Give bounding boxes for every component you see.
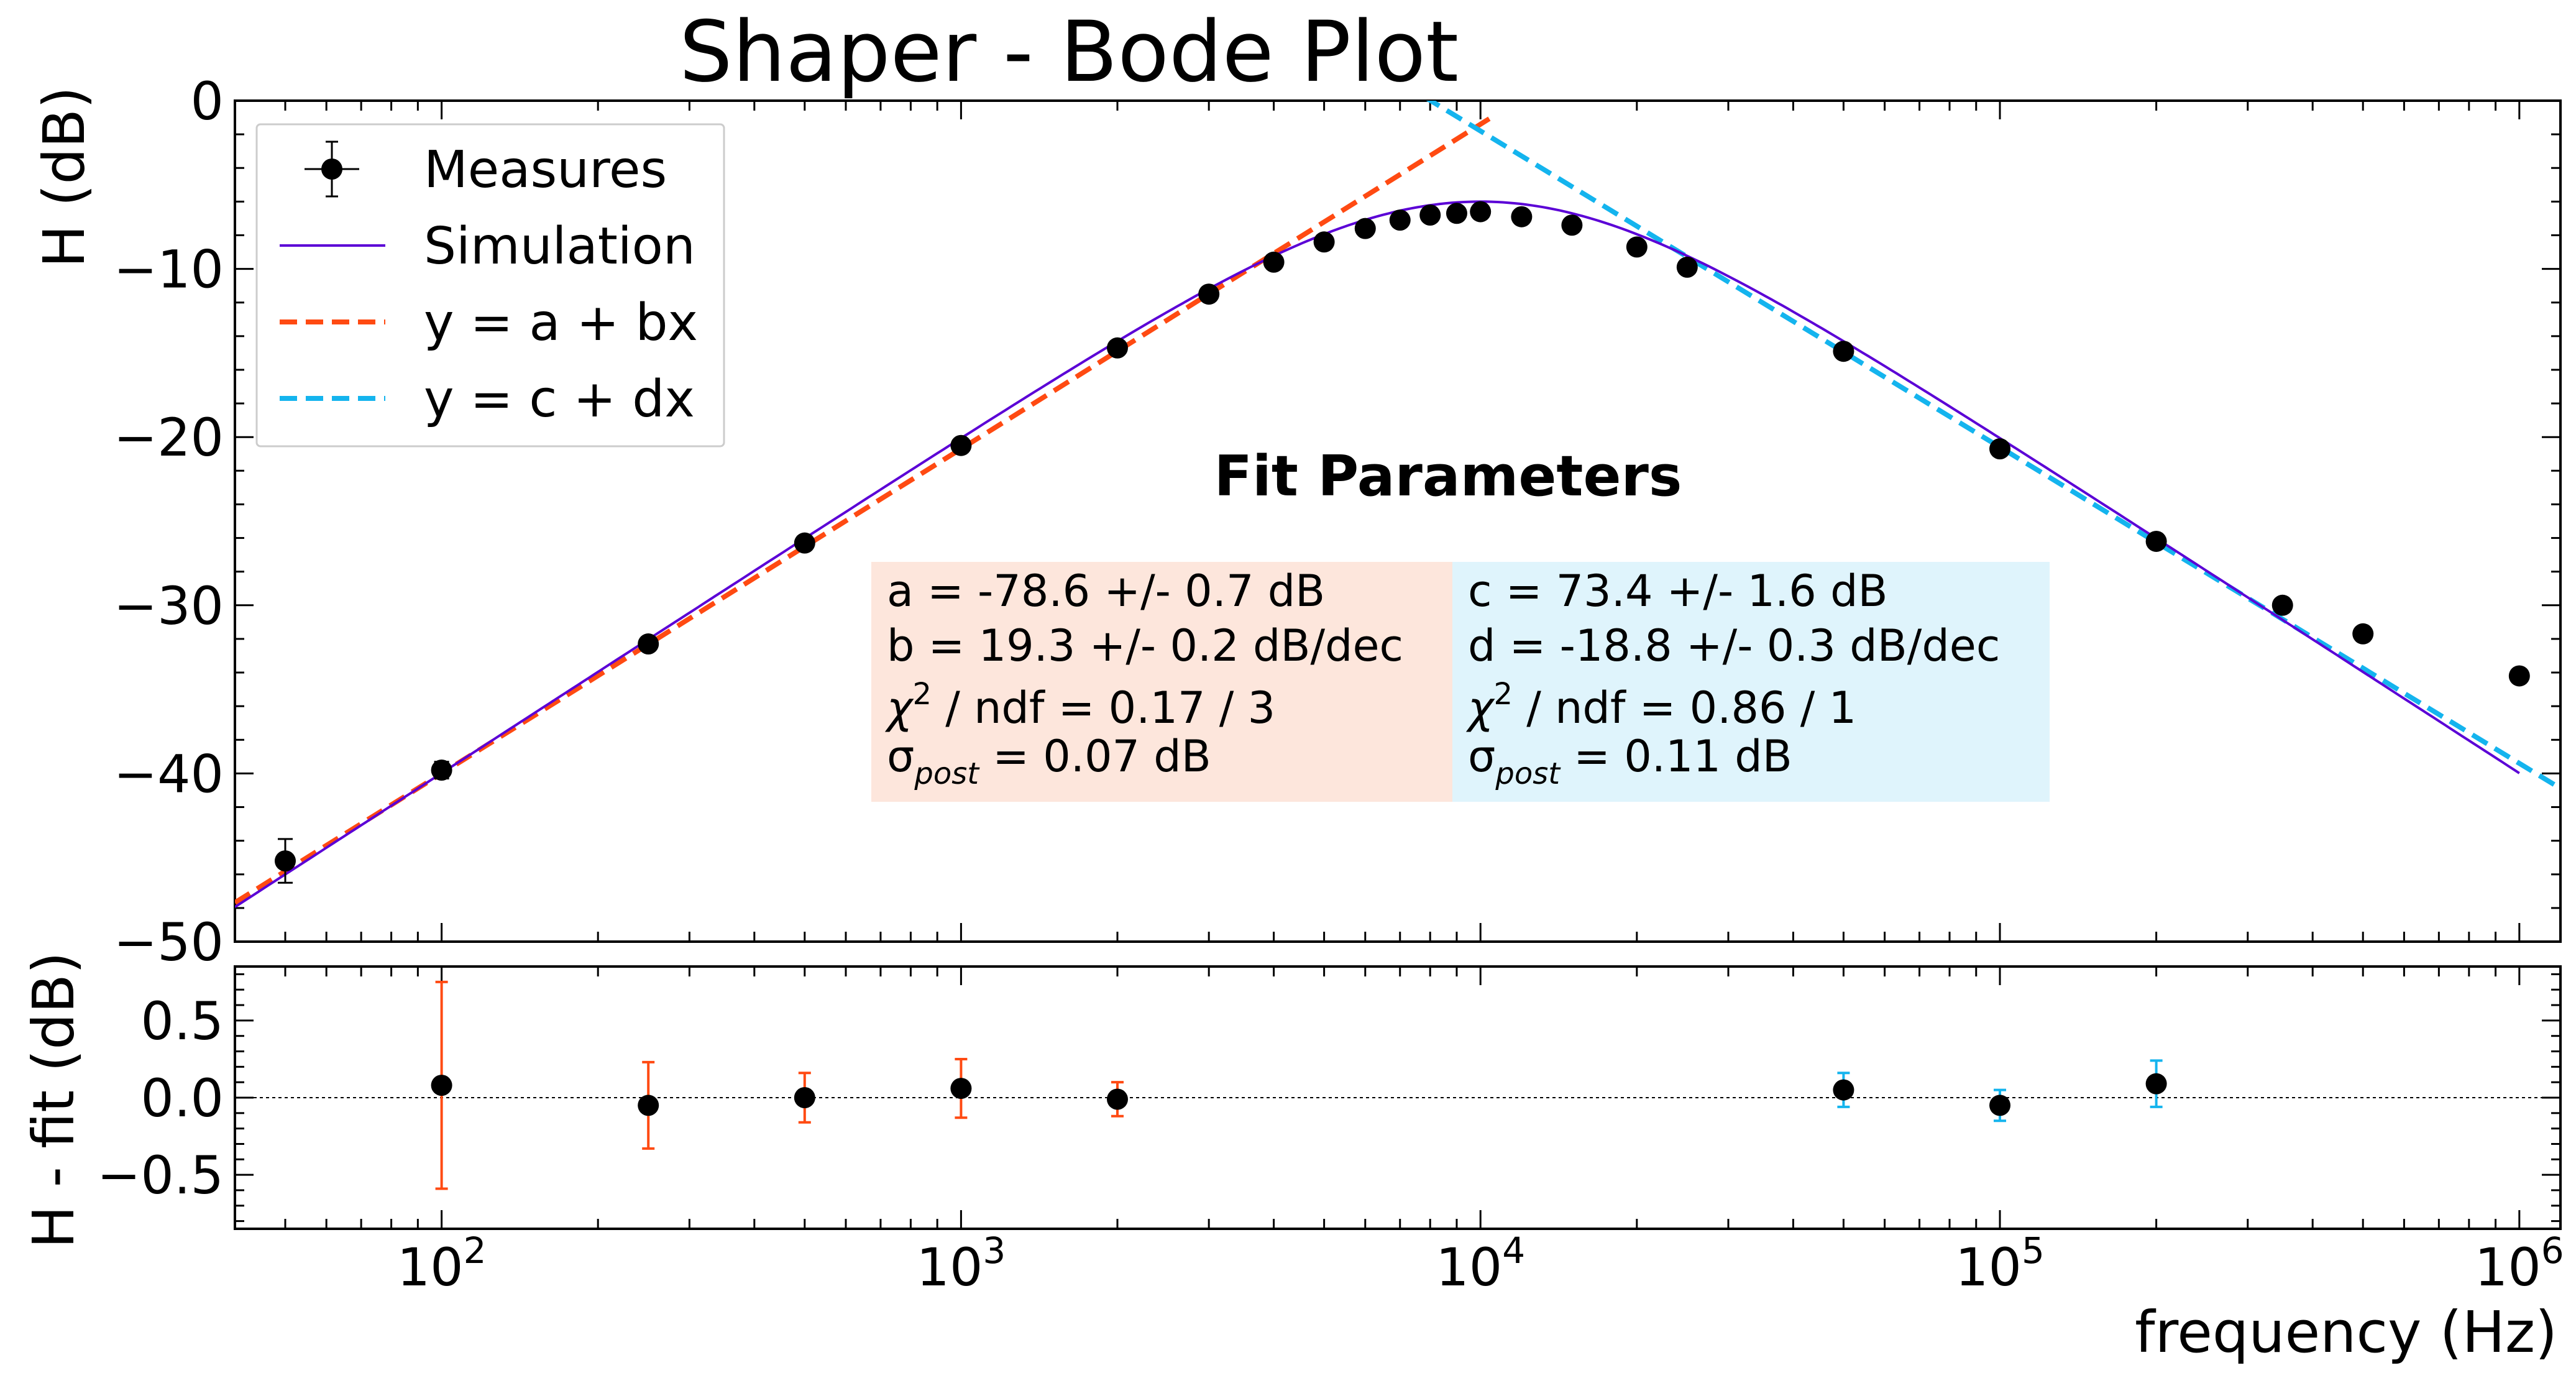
x-tick-label: 104 xyxy=(1436,1229,1525,1298)
x-tick-label: 102 xyxy=(397,1229,487,1298)
measure-point xyxy=(1470,201,1492,223)
bottom-y-axis-label: H - fit (dB) xyxy=(21,952,87,1248)
bottom-y-tick-label: 0.5 xyxy=(140,991,224,1052)
left-param-sigma-line: σpost = 0.07 dB xyxy=(887,731,1211,791)
legend: Measures Simulation y = a + bx y = c + dx xyxy=(255,123,725,448)
top-panel: 0 −10 −20 −30 −40 −50 Measures Simulation y = a … xyxy=(114,71,2562,973)
measure-point xyxy=(2145,530,2167,552)
legend-label: y = a + bx xyxy=(424,293,698,352)
right-param-sigma-line: σpost = 0.11 dB xyxy=(1468,731,1792,791)
left-param-line: a = -78.6 +/- 0.7 dB xyxy=(887,566,1325,617)
x-tick-label: 103 xyxy=(917,1229,1006,1298)
simulation-curve xyxy=(235,200,2520,908)
legend-box xyxy=(255,123,725,448)
top-y-axis-label: H (dB) xyxy=(31,86,98,268)
chart-title: Shaper - Bode Plot xyxy=(679,3,1459,101)
x-axis-label: frequency (Hz) xyxy=(2135,1299,2557,1366)
residual-point xyxy=(1107,1088,1129,1110)
residual-point xyxy=(431,1075,452,1096)
right-param-line: d = -18.8 +/- 0.3 dB/dec xyxy=(1468,620,2000,671)
legend-label: Measures xyxy=(424,140,667,200)
residual-point xyxy=(794,1087,815,1108)
legend-marker-point xyxy=(321,158,342,180)
measure-point xyxy=(1511,206,1533,227)
measure-point xyxy=(950,434,972,456)
top-y-tick-label: 0 xyxy=(191,71,224,132)
residual-point xyxy=(950,1078,972,1100)
measure-point xyxy=(794,532,815,554)
legend-label: Simulation xyxy=(424,217,695,276)
measure-point xyxy=(1354,218,1376,239)
top-plot-frame xyxy=(234,99,2562,943)
right-param-chi-line: χ2 / ndf = 0.86 / 1 xyxy=(1465,677,1856,733)
measure-point xyxy=(1389,209,1411,231)
measure-point xyxy=(1989,438,2011,460)
top-y-tick-label: −50 xyxy=(114,912,224,973)
residual-point xyxy=(1833,1079,1854,1101)
measure-point xyxy=(1198,283,1220,305)
measure-point xyxy=(1446,203,1467,224)
measure-point xyxy=(274,850,296,872)
measure-point xyxy=(431,759,452,781)
x-tick-label: 106 xyxy=(2475,1229,2564,1298)
residual-point xyxy=(2145,1073,2167,1095)
top-y-tick-label: −20 xyxy=(114,407,224,468)
measure-point xyxy=(1676,256,1698,278)
measure-point xyxy=(638,633,659,655)
legend-label: y = c + dx xyxy=(424,370,695,429)
bottom-y-tick-label: 0.0 xyxy=(140,1068,224,1129)
measure-point xyxy=(1626,236,1648,258)
measure-point xyxy=(2271,594,2293,616)
fit-parameters-annotation: Fit Parameters a = -78.6 +/- 0.7 dBb = 19… xyxy=(871,444,2050,802)
top-y-tick-label: −40 xyxy=(114,743,224,804)
right-param-line: c = 73.4 +/- 1.6 dB xyxy=(1468,566,1888,617)
measure-point xyxy=(1419,204,1441,226)
residual-point xyxy=(638,1095,659,1116)
bottom-panel: 102 103 104 105 106 0.5 0.0 −0.5 xyxy=(97,965,2564,1298)
fit-parameters-title: Fit Parameters xyxy=(1214,444,1682,509)
right-param-box xyxy=(1452,562,2050,802)
measure-point xyxy=(2352,623,2374,645)
measure-point xyxy=(1833,341,1854,362)
measure-point xyxy=(1313,231,1335,253)
left-param-box xyxy=(871,562,1453,802)
left-param-line: b = 19.3 +/- 0.2 dB/dec xyxy=(887,620,1403,671)
measure-point xyxy=(2508,665,2530,687)
measure-point xyxy=(1263,251,1285,273)
top-y-tick-label: −10 xyxy=(114,239,224,300)
bottom-y-tick-label: −0.5 xyxy=(97,1145,224,1206)
top-y-tick-label: −30 xyxy=(114,576,224,636)
residual-point xyxy=(1989,1095,2011,1116)
measure-point xyxy=(1107,337,1129,359)
measure-point xyxy=(1561,214,1583,236)
left-param-chi-line: χ2 / ndf = 0.17 / 3 xyxy=(884,677,1275,733)
x-tick-label: 105 xyxy=(1955,1229,2045,1298)
